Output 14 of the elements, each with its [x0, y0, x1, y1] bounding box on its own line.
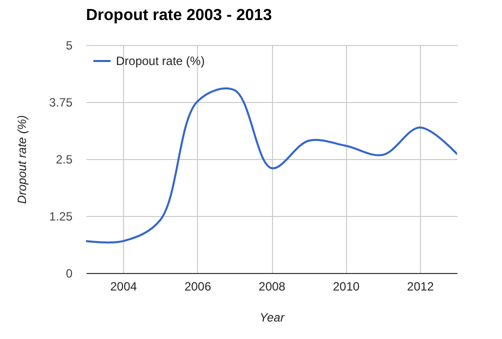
y-tick-label: 3.75 [49, 96, 73, 110]
x-tick-label: 2010 [332, 280, 360, 294]
legend-label: Dropout rate (%) [116, 54, 205, 68]
y-tick-label: 2.5 [56, 152, 73, 166]
x-tick-label: 2012 [407, 280, 434, 294]
x-axis-title: Year [260, 310, 286, 324]
y-axis-title: Dropout rate (%) [15, 115, 30, 204]
y-tick-label: 0 [66, 266, 73, 280]
x-tick-label: 2008 [258, 280, 286, 294]
y-tick-label: 1.25 [49, 210, 73, 224]
x-tick-label: 2004 [110, 280, 138, 294]
y-tick-label: 5 [66, 38, 73, 52]
chart-title: Dropout rate 2003 - 2013 [86, 7, 272, 24]
x-tick-label: 2006 [184, 280, 212, 294]
